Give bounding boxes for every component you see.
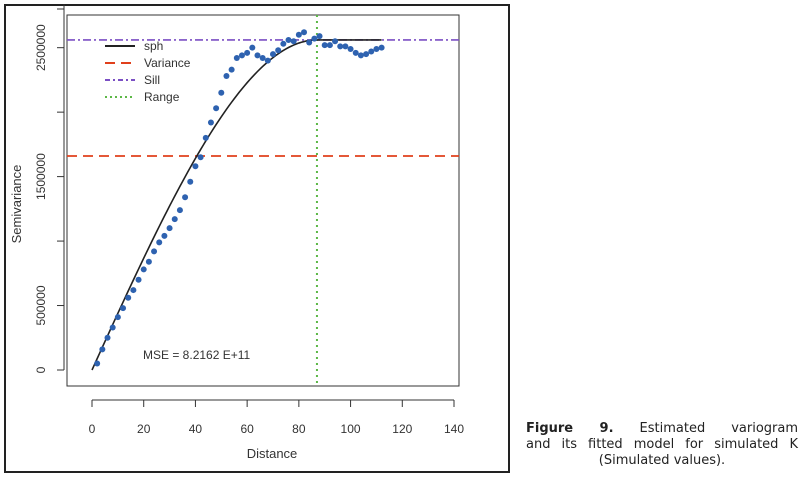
data-point bbox=[156, 239, 163, 246]
data-point bbox=[378, 44, 385, 51]
data-point bbox=[109, 324, 116, 331]
data-point bbox=[368, 48, 375, 55]
data-point bbox=[295, 31, 302, 38]
data-point bbox=[270, 51, 276, 58]
x-tick-label: 60 bbox=[240, 422, 254, 436]
x-tick-label: 80 bbox=[292, 422, 306, 436]
data-point bbox=[171, 216, 178, 223]
data-point bbox=[213, 105, 220, 112]
data-point bbox=[114, 314, 121, 321]
data-point bbox=[347, 45, 354, 52]
data-point bbox=[94, 360, 101, 367]
data-point bbox=[135, 276, 142, 283]
data-point bbox=[130, 287, 137, 294]
data-point bbox=[352, 49, 359, 56]
x-tick-label: 40 bbox=[189, 422, 203, 436]
legend-label: Sill bbox=[144, 73, 160, 87]
data-point bbox=[120, 305, 127, 312]
caption-line-2: and its fitted model for simulated K bbox=[526, 437, 798, 452]
data-point bbox=[125, 294, 132, 301]
y-tick-label: 2500000 bbox=[34, 24, 48, 71]
data-point bbox=[249, 44, 256, 51]
x-tick-label: 0 bbox=[89, 422, 96, 436]
x-tick-label: 120 bbox=[392, 422, 412, 436]
data-point bbox=[187, 178, 194, 185]
sph-model-curve bbox=[91, 39, 382, 371]
data-point bbox=[233, 54, 240, 61]
data-point bbox=[357, 52, 364, 59]
data-point bbox=[259, 54, 266, 61]
data-points bbox=[94, 29, 385, 367]
data-point bbox=[161, 232, 168, 239]
data-point bbox=[326, 42, 333, 49]
y-axis: 0 500000 1500000 2500000 bbox=[34, 4, 65, 373]
data-point bbox=[218, 89, 225, 96]
data-point bbox=[264, 57, 271, 64]
legend: sph Variance Sill Range bbox=[105, 39, 191, 104]
x-tick-label: 140 bbox=[444, 422, 464, 436]
caption-line-3: (Simulated values). bbox=[598, 453, 726, 468]
data-point bbox=[202, 134, 209, 141]
data-point bbox=[151, 248, 158, 255]
caption-text-1: Estimated variogram bbox=[639, 421, 799, 436]
data-point bbox=[342, 43, 349, 50]
data-point bbox=[140, 266, 147, 273]
x-tick-label: 100 bbox=[341, 422, 361, 436]
legend-label: Variance bbox=[144, 56, 191, 70]
data-point bbox=[207, 119, 214, 126]
y-tick-label: 500000 bbox=[34, 285, 48, 325]
data-point bbox=[285, 36, 292, 43]
data-point bbox=[166, 225, 173, 232]
data-point bbox=[373, 45, 380, 52]
caption-line-1: Figure 9. Estimated variogram bbox=[526, 421, 798, 437]
data-point bbox=[316, 33, 323, 40]
plot-box bbox=[66, 14, 460, 387]
data-point bbox=[244, 49, 251, 56]
x-axis-label: Distance bbox=[247, 446, 298, 461]
x-tick-label: 20 bbox=[137, 422, 151, 436]
data-point bbox=[275, 47, 282, 54]
y-tick-label: 0 bbox=[34, 366, 48, 373]
mse-annotation: MSE = 8.2162 E+11 bbox=[143, 348, 251, 362]
data-point bbox=[104, 334, 111, 341]
data-point bbox=[176, 207, 183, 214]
data-point bbox=[254, 52, 261, 59]
data-point bbox=[228, 66, 235, 73]
data-point bbox=[311, 35, 318, 42]
data-point bbox=[363, 51, 370, 58]
data-point bbox=[145, 258, 152, 265]
data-point bbox=[99, 346, 106, 353]
variogram-chart: 0 500000 1500000 2500000 0 20 40 60 80 100 120 140… bbox=[9, 4, 464, 461]
data-point bbox=[223, 73, 230, 80]
data-point bbox=[238, 52, 245, 59]
x-axis: 0 20 40 60 80 100 120 140 bbox=[89, 399, 464, 436]
data-point bbox=[280, 40, 287, 47]
data-point bbox=[306, 39, 313, 46]
data-point bbox=[182, 194, 189, 201]
data-point bbox=[192, 163, 199, 170]
caption-figure-label: Figure 9. bbox=[526, 421, 614, 436]
reference-lines bbox=[67, 15, 459, 386]
data-point bbox=[197, 154, 204, 161]
y-axis-label: Semivariance bbox=[9, 165, 24, 244]
figure-caption: Figure 9. Estimated variogram and its fi… bbox=[526, 421, 798, 469]
data-point bbox=[337, 43, 344, 50]
legend-label: sph bbox=[144, 39, 163, 53]
data-point bbox=[301, 29, 308, 36]
chart-frame bbox=[4, 4, 510, 473]
y-tick-label: 1500000 bbox=[34, 153, 48, 200]
legend-label: Range bbox=[144, 90, 180, 104]
data-point bbox=[332, 38, 339, 45]
data-point bbox=[290, 38, 297, 45]
data-point bbox=[321, 42, 328, 49]
